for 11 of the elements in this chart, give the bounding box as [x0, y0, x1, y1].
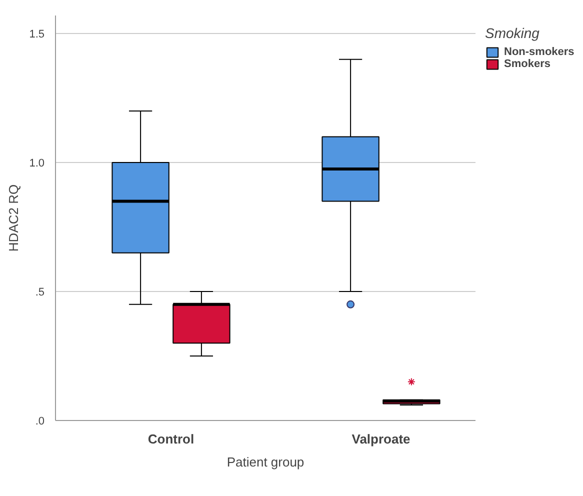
y-tick-label: .0: [35, 416, 45, 428]
x-tick-label: Valproate: [352, 432, 410, 446]
y-axis-title: HDAC2 RQ: [6, 184, 22, 252]
y-tick-label: 1.5: [29, 28, 45, 41]
y-tick-label: 1.0: [29, 158, 45, 170]
legend-label: Non-smokers: [504, 46, 574, 58]
y-tick-label: .5: [35, 286, 45, 299]
x-tick-label: Control: [148, 432, 194, 446]
legend-label: Smokers: [504, 58, 550, 70]
x-axis-title: Patient group: [226, 454, 304, 470]
legend-title: Smoking: [485, 25, 540, 41]
